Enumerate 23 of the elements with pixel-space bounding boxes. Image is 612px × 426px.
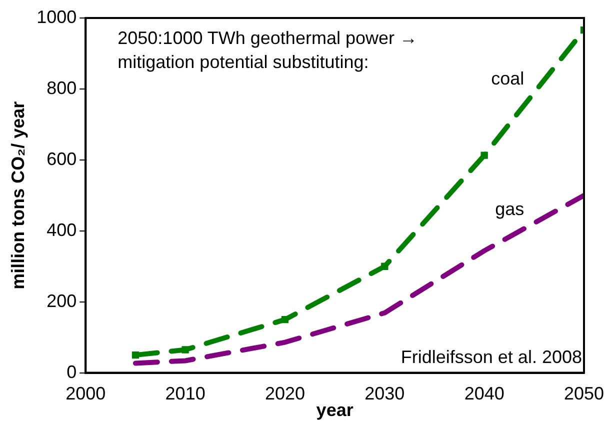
x-tick-label: 2030 — [364, 384, 405, 404]
y-tick-label: 200 — [46, 290, 77, 311]
y-axis-title: million tons CO₂/ year — [8, 101, 28, 290]
x-tick-label: 2020 — [264, 384, 306, 404]
annotation: 2050:1000 TWh geothermal power → mitigation potential substituting: — [118, 28, 418, 72]
x-tick-label: 2000 — [66, 384, 106, 404]
y-tick-label: 600 — [46, 148, 77, 169]
series-label: gas — [495, 199, 524, 220]
x-tick-label: 2040 — [464, 384, 504, 404]
x-tick-label: 2010 — [165, 384, 206, 404]
point — [281, 316, 289, 324]
point — [480, 152, 488, 159]
point — [132, 351, 140, 359]
series-label: coal — [491, 68, 524, 89]
point — [381, 262, 388, 270]
x-tick-label: 2050 — [564, 384, 604, 404]
y-tick-label: 1000 — [36, 6, 77, 27]
x-axis-title: year — [316, 400, 354, 420]
y-tick-label: 400 — [46, 220, 77, 240]
y-tick-label: 0 — [66, 362, 77, 382]
y-tick-label: 800 — [46, 78, 77, 98]
point — [182, 346, 189, 354]
annotation: Fridleifsson et al. 2008 — [400, 346, 582, 367]
